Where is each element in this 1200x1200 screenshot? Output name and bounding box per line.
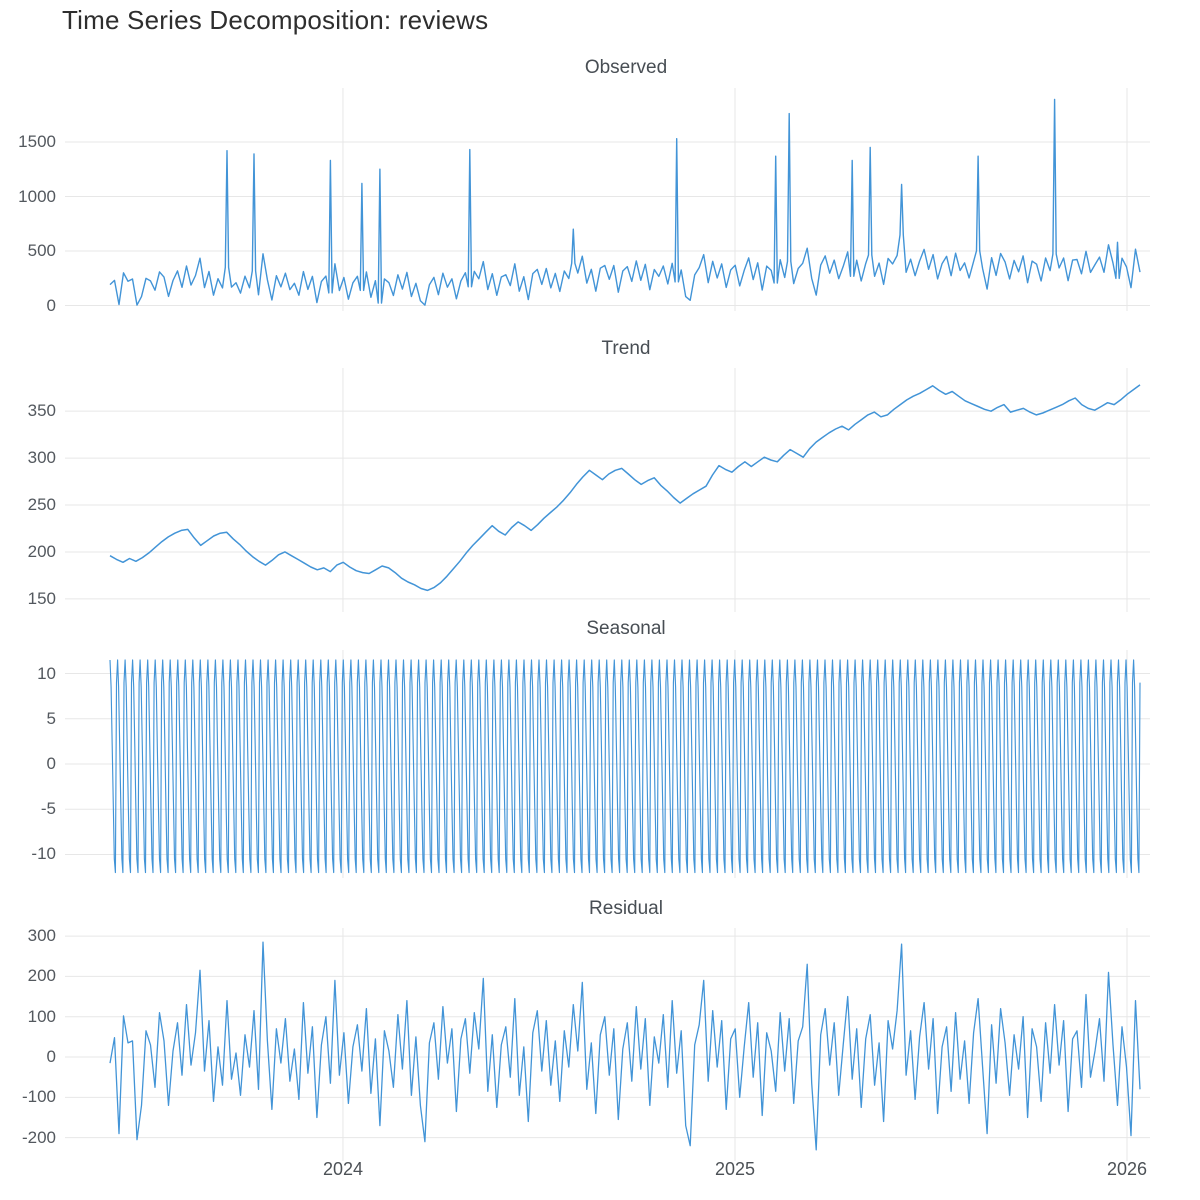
y-tick-label: 500 — [27, 241, 56, 261]
y-tick-label: 250 — [27, 495, 56, 514]
seasonal-series-line — [109, 659, 1141, 874]
y-tick-label: 5 — [46, 708, 56, 728]
observed-series-line — [109, 98, 1141, 306]
x-tick-label-2026: 2026 — [1106, 1159, 1148, 1179]
y-tick-label: 1000 — [18, 186, 56, 206]
y-tick-label: -100 — [21, 1087, 56, 1107]
observed-plot — [65, 88, 1150, 311]
y-tick-label: 0 — [46, 295, 56, 315]
y-tick-label: 100 — [27, 1006, 56, 1026]
x-tick-label-2025: 2025 — [714, 1159, 756, 1179]
y-tick-label: 200 — [27, 541, 56, 561]
y-tick-label: 0 — [46, 1047, 56, 1067]
y-tick-label: 150 — [27, 588, 56, 608]
chart-title: Time Series Decomposition: reviews — [62, 5, 489, 35]
y-tick-label: 300 — [27, 926, 56, 946]
y-tick-label: -200 — [21, 1127, 56, 1147]
y-tick-label: 350 — [27, 401, 56, 421]
trend-plot — [65, 368, 1150, 612]
residual-plot — [65, 928, 1150, 1161]
panel-title-seasonal: Seasonal — [586, 618, 666, 639]
x-tick-label-2024: 2024 — [322, 1159, 363, 1179]
panel-title-residual: Residual — [589, 898, 663, 919]
panel-title-trend: Trend — [601, 338, 651, 359]
residual-series-line — [109, 941, 1141, 1151]
seasonal-plot — [65, 650, 1150, 878]
y-tick-label: -10 — [31, 844, 56, 864]
y-tick-label: 0 — [46, 754, 56, 773]
y-tick-label: 1500 — [18, 131, 56, 151]
y-tick-label: -5 — [40, 799, 56, 819]
panel-title-observed: Observed — [584, 57, 668, 78]
y-tick-label: 300 — [27, 448, 56, 468]
y-tick-label: 10 — [37, 663, 56, 683]
trend-series-line — [109, 384, 1141, 592]
y-tick-label: 200 — [27, 966, 56, 986]
